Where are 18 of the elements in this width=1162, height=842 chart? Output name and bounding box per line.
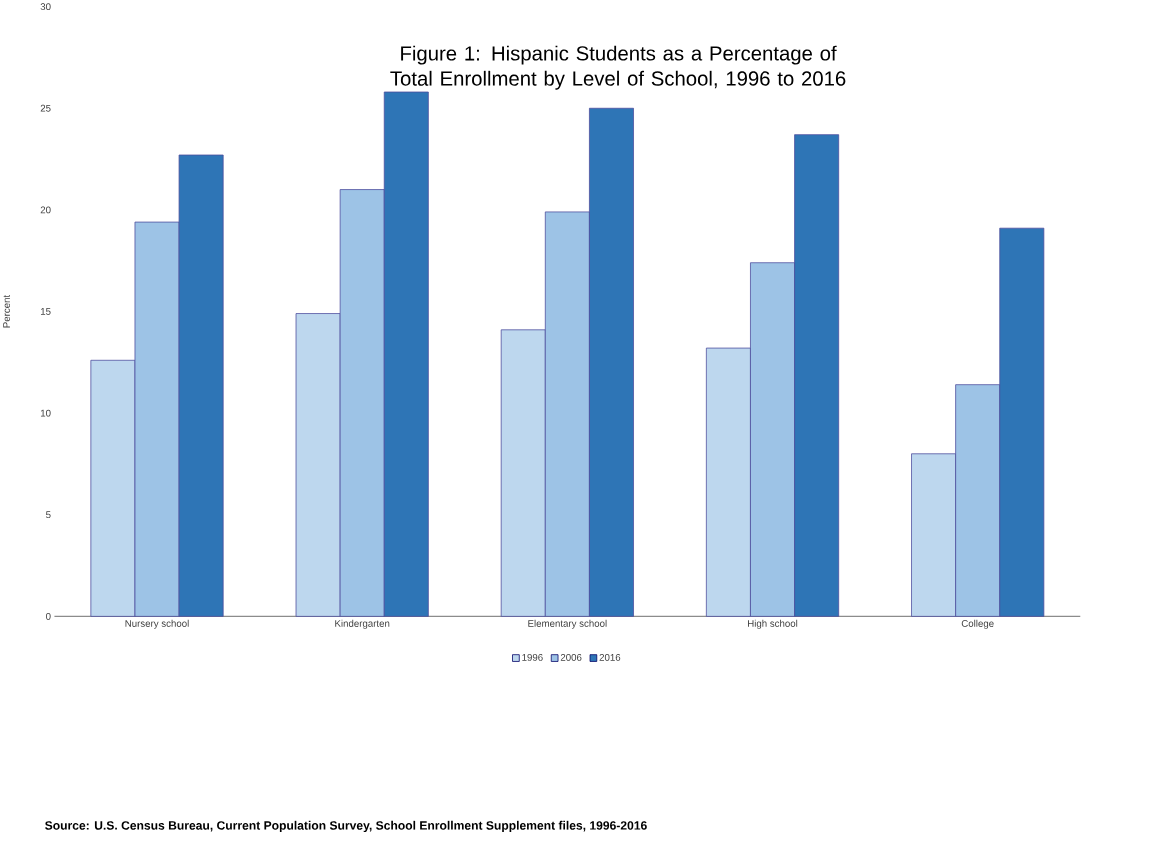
- y-tick-label: 30: [40, 3, 51, 11]
- x-tick-label: Elementary school: [528, 619, 607, 629]
- y-tick-label: 5: [46, 511, 51, 519]
- legend-label: 2006: [560, 653, 582, 661]
- y-tick-label: 10: [40, 409, 51, 417]
- y-tick-label: 20: [40, 206, 51, 214]
- y-tick-label: 0: [46, 612, 51, 620]
- x-tick-label: Nursery school: [125, 619, 189, 629]
- y-tick-label: 15: [40, 308, 51, 315]
- legend-label: 1996: [522, 653, 543, 661]
- source-note: Source: U.S. Census Bureau, Current Population Survey, School Enrollment Supplement files, 1996-2016: [45, 820, 647, 833]
- y-tick-label: 25: [40, 104, 51, 112]
- legend-label: 2016: [599, 653, 621, 661]
- x-tick-label: Kindergarten: [335, 619, 390, 629]
- text: Figure 1: Hispanic Students as a Percentage of Total Enrollment by Level of School, 1996 to 2016: [390, 45, 846, 90]
- y-axis-title: Percent: [3, 294, 10, 328]
- x-tick-label: High school: [748, 619, 798, 629]
- x-tick-label: College: [961, 619, 994, 629]
